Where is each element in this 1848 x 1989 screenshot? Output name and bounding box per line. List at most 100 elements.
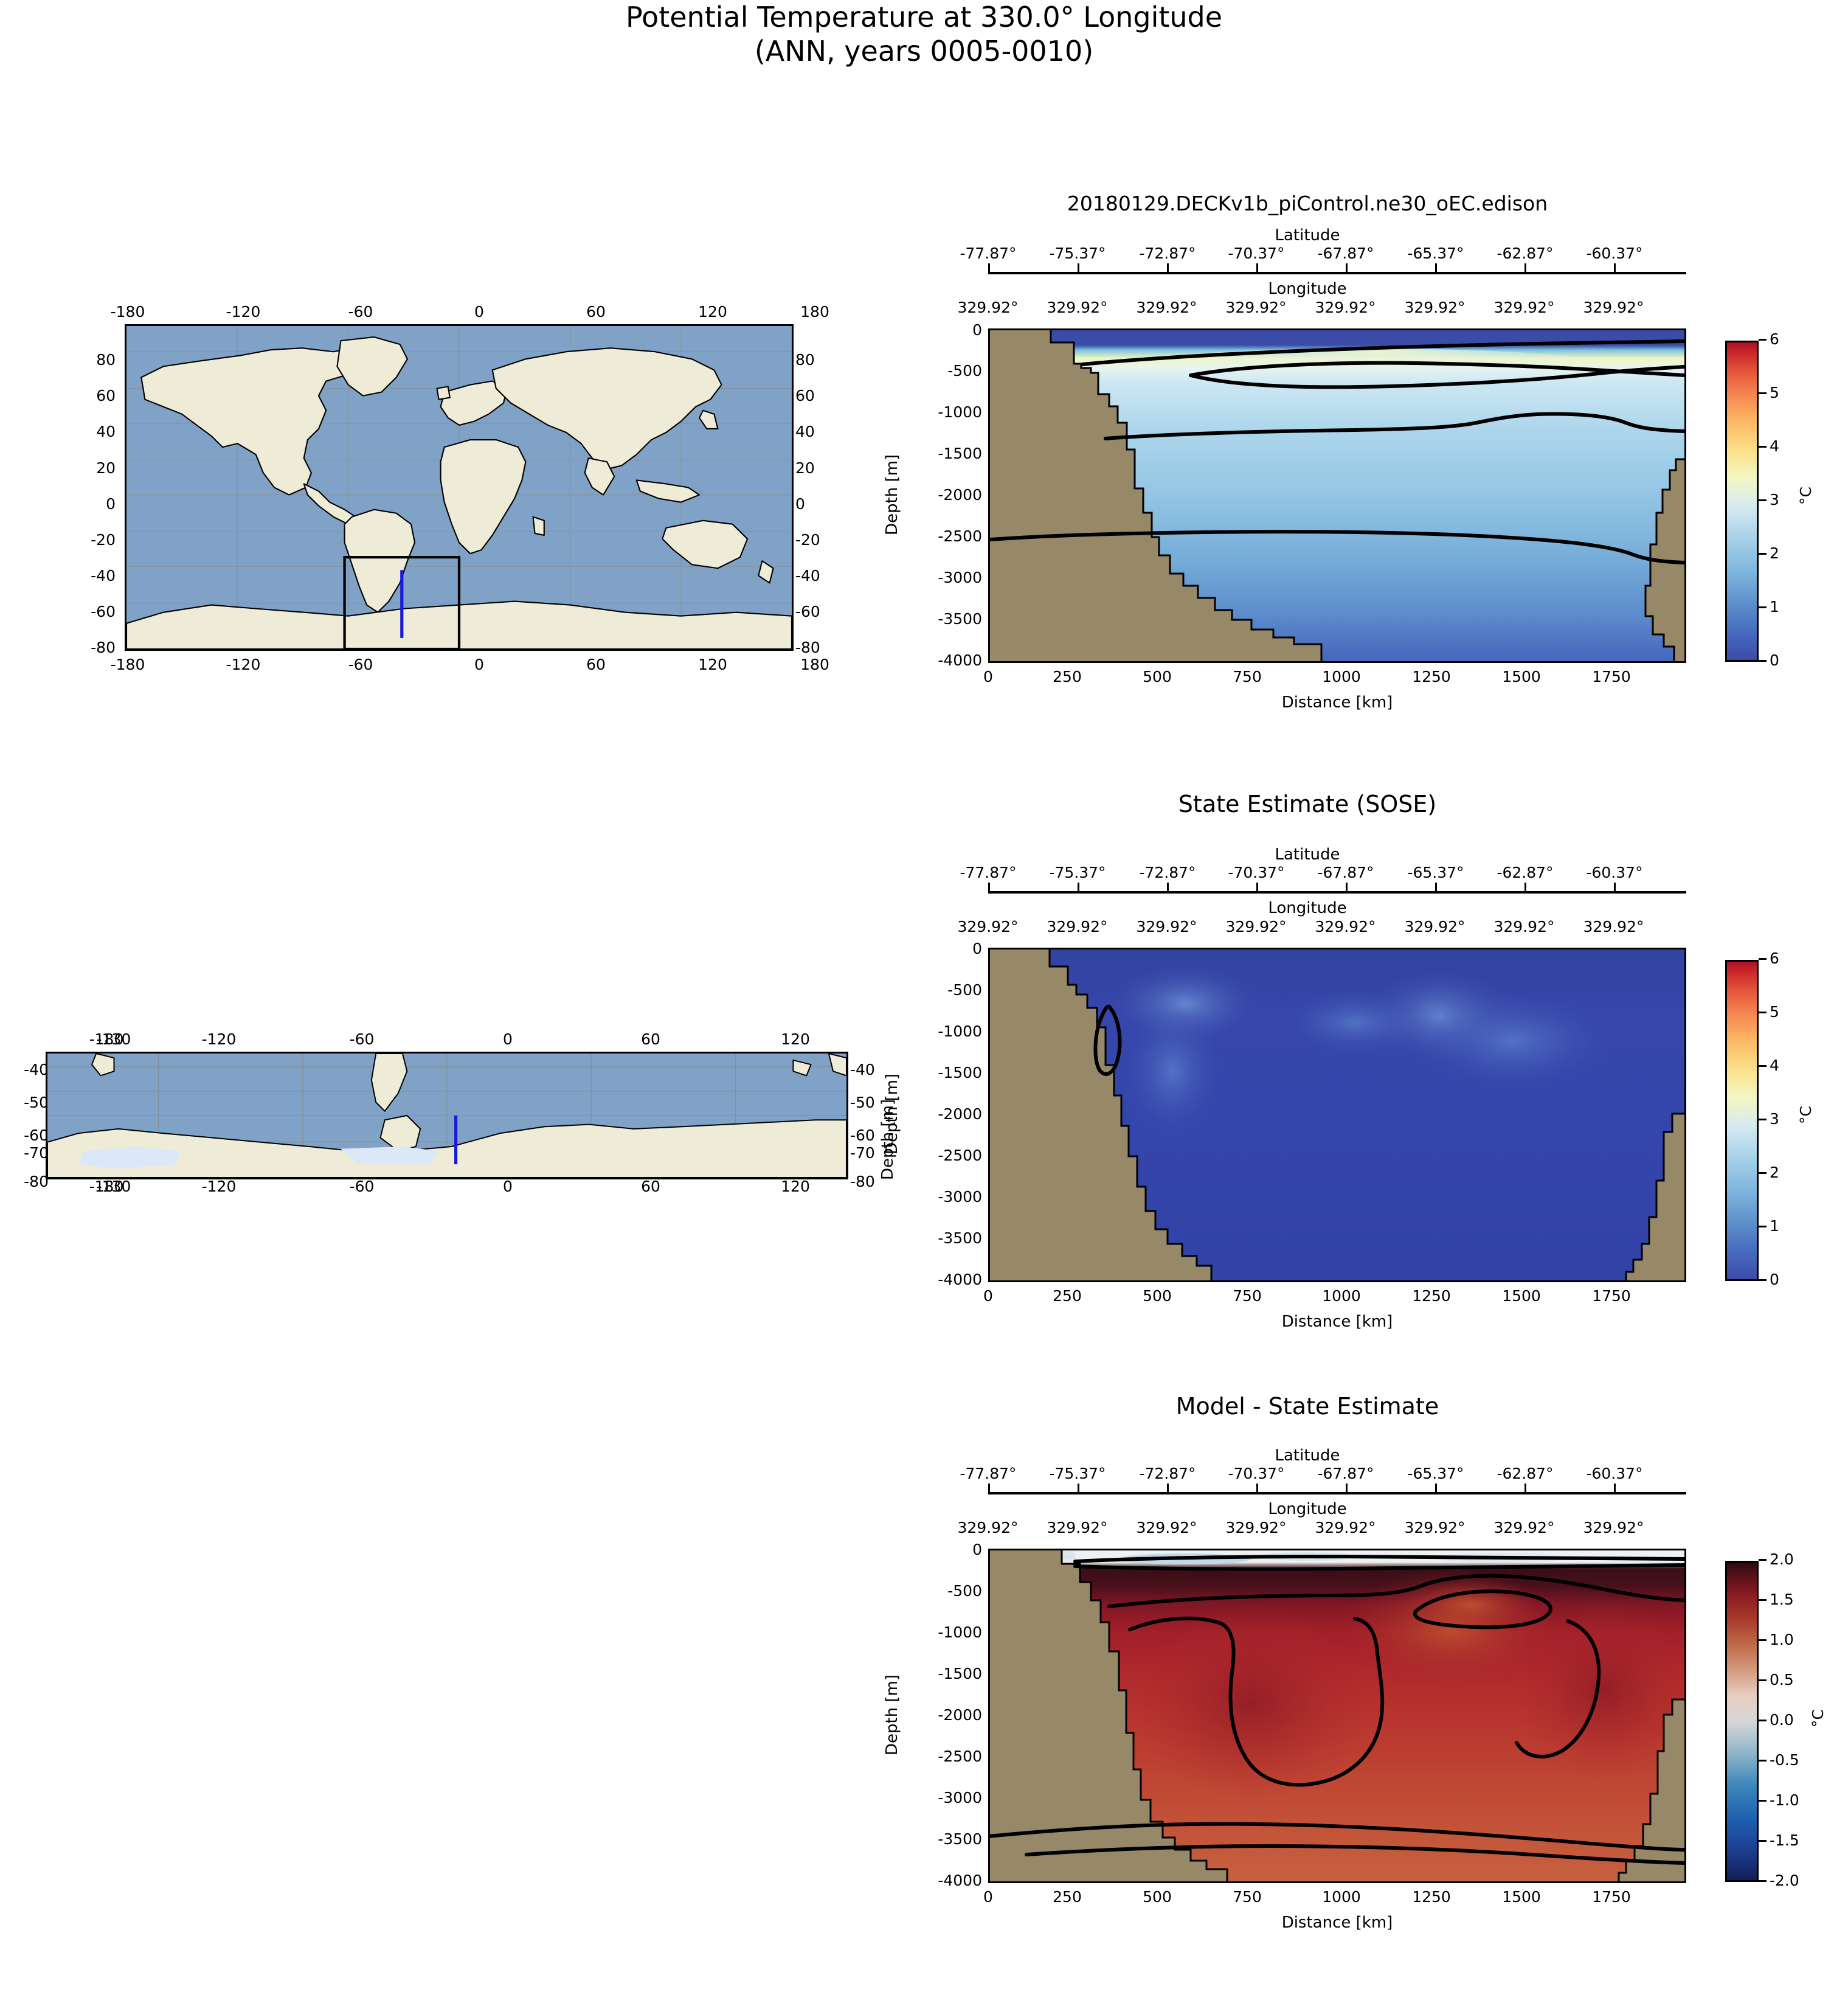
model-lon-tick-2: 329.92° bbox=[1136, 299, 1197, 316]
difference-colorbar-label-3: -0.5 bbox=[1770, 1751, 1799, 1769]
global-map-ytick-6: -40 bbox=[91, 567, 116, 585]
sose-depth-tick-3: -1500 bbox=[938, 1064, 982, 1081]
difference-colorbar-tick-7 bbox=[1759, 1599, 1767, 1601]
difference-ylabel: Depth [m] bbox=[883, 1674, 901, 1755]
model-lat-tick-0: -77.87° bbox=[960, 245, 1017, 262]
model-depth-tick-1: -500 bbox=[947, 362, 982, 380]
difference-lon-tick-0: 329.92° bbox=[957, 1519, 1019, 1536]
model-lat-tick-6: -62.87° bbox=[1497, 245, 1554, 262]
sose-lat-tickmark-5 bbox=[1435, 883, 1437, 891]
model-colorbar-tick-4 bbox=[1759, 446, 1767, 448]
sose-colorbar[interactable] bbox=[1725, 960, 1759, 1281]
model-lon-tick-7: 329.92° bbox=[1583, 299, 1644, 316]
sose-lat-tickmark-7 bbox=[1614, 883, 1616, 891]
model-section-canvas[interactable] bbox=[988, 328, 1686, 663]
sose-colorbar-tick-1 bbox=[1759, 1226, 1767, 1227]
regional-map-ytick-2: -60 bbox=[24, 1126, 49, 1144]
model-colorbar-tick-3 bbox=[1759, 499, 1767, 501]
model-dist-tick-4: 1000 bbox=[1322, 668, 1361, 686]
difference-dist-tick-2: 500 bbox=[1143, 1888, 1172, 1906]
global-map-xtick-0: -180 bbox=[110, 303, 145, 321]
sose-colorbar-label-1: 1 bbox=[1770, 1217, 1779, 1235]
sose-lat-tick-1: -75.37° bbox=[1049, 864, 1106, 881]
difference-xlabel: Distance [km] bbox=[1281, 1914, 1393, 1932]
global-map-ytick-right-8: -80 bbox=[795, 639, 820, 656]
regional-map-canvas[interactable] bbox=[46, 1052, 848, 1179]
model-colorbar-label-6: 6 bbox=[1770, 330, 1779, 348]
difference-colorbar-tick-4 bbox=[1759, 1720, 1767, 1721]
regional-map-ytick-3: -70 bbox=[24, 1144, 49, 1162]
global-map-ytick-5: -20 bbox=[91, 531, 116, 549]
difference-lon-tick-6: 329.92° bbox=[1493, 1519, 1555, 1536]
model-lat-tick-7: -60.37° bbox=[1586, 245, 1643, 262]
sose-lon-tick-4: 329.92° bbox=[1315, 918, 1376, 935]
global-map-ytick-8: -80 bbox=[91, 639, 116, 656]
model-dist-tick-6: 1500 bbox=[1502, 668, 1541, 686]
model-lat-tick-3: -70.37° bbox=[1228, 245, 1285, 262]
difference-dist-tick-3: 750 bbox=[1233, 1888, 1262, 1906]
sose-lat-tickmark-3 bbox=[1256, 883, 1258, 891]
global-map-xtick-bottom-2: -60 bbox=[348, 656, 373, 673]
regional-map-xtick-3: -60 bbox=[349, 1030, 375, 1048]
sose-section-canvas[interactable] bbox=[988, 948, 1686, 1282]
global-map-canvas[interactable] bbox=[125, 324, 794, 651]
sose-colorbar-label-4: 4 bbox=[1770, 1057, 1779, 1074]
regional-map-xtick-bottom-4: 0 bbox=[503, 1178, 513, 1195]
regional-map-xtick-bottom-5: 60 bbox=[641, 1178, 660, 1195]
global-map-ytick-3: 20 bbox=[96, 459, 116, 477]
sose-colorbar-tick-3 bbox=[1759, 1119, 1767, 1120]
sose-colorbar-label-2: 2 bbox=[1770, 1164, 1779, 1181]
model-depth-tick-0: 0 bbox=[972, 321, 982, 339]
difference-lat-tick-6: -62.87° bbox=[1497, 1465, 1554, 1482]
sose-colorbar-tick-0 bbox=[1759, 1279, 1767, 1281]
regional-map-ytick-right-0: -40 bbox=[850, 1061, 875, 1078]
model-colorbar[interactable] bbox=[1725, 341, 1759, 662]
regional-map-xtick-2: -120 bbox=[201, 1030, 237, 1048]
global-map-xtick-bottom-4: 60 bbox=[586, 656, 606, 673]
regional-map-ytick-1: -50 bbox=[24, 1094, 49, 1111]
sose-depth-tick-1: -500 bbox=[947, 981, 982, 999]
global-map-ytick-right-3: 20 bbox=[795, 459, 815, 477]
difference-depth-tick-1: -500 bbox=[947, 1582, 982, 1600]
sose-xlabel: Distance [km] bbox=[1281, 1313, 1393, 1331]
global-map-svg bbox=[126, 326, 792, 649]
difference-colorbar-label-4: 0.0 bbox=[1770, 1711, 1794, 1729]
model-lat-tickmark-0 bbox=[988, 263, 990, 272]
sose-lat-tick-7: -60.37° bbox=[1586, 864, 1643, 881]
sose-second-axis-label: Longitude bbox=[1268, 899, 1347, 917]
model-section-panel: 20180129.DECKv1b_piControl.ne30_oEC.edis… bbox=[0, 0, 1815, 712]
global-map-xtick-4: 60 bbox=[586, 303, 606, 321]
difference-colorbar-tick-6 bbox=[1759, 1639, 1767, 1641]
regional-map-ytick-4: -80 bbox=[24, 1173, 49, 1190]
difference-section-canvas[interactable] bbox=[988, 1549, 1686, 1883]
sose-depth-tick-6: -3000 bbox=[938, 1188, 982, 1206]
model-lat-tickmark-3 bbox=[1256, 263, 1258, 272]
model-lat-tickmark-2 bbox=[1167, 263, 1169, 272]
difference-lat-tick-0: -77.87° bbox=[960, 1465, 1017, 1482]
difference-depth-tick-7: -3500 bbox=[938, 1830, 982, 1848]
sose-top-axis-label: Latitude bbox=[1275, 845, 1340, 864]
sose-depth-tick-7: -3500 bbox=[938, 1229, 982, 1247]
global-map-ytick-right-0: 80 bbox=[795, 351, 815, 369]
difference-depth-tick-3: -1500 bbox=[938, 1665, 982, 1682]
sose-lat-axis-rule bbox=[988, 891, 1686, 894]
regional-map-svg bbox=[47, 1054, 846, 1178]
model-colorbar-unit: °C bbox=[1797, 487, 1815, 505]
difference-colorbar[interactable] bbox=[1725, 1561, 1759, 1882]
global-map-ytick-right-4: 0 bbox=[795, 495, 805, 513]
regional-map-xtick-bottom-2: -120 bbox=[201, 1178, 237, 1195]
model-depth-tick-2: -1000 bbox=[938, 403, 982, 421]
regional-map-xtick-bottom-6: 120 bbox=[781, 1178, 810, 1195]
model-colorbar-tick-5 bbox=[1759, 392, 1767, 394]
regional-map-xtick-bottom-0: -180 bbox=[89, 1178, 124, 1195]
difference-lon-tick-4: 329.92° bbox=[1315, 1519, 1376, 1536]
difference-lat-axis-rule bbox=[988, 1492, 1686, 1494]
regional-map-ytick-0: -40 bbox=[24, 1061, 49, 1078]
model-colorbar-tick-1 bbox=[1759, 606, 1767, 608]
regional-map-ytick-right-1: -50 bbox=[850, 1094, 875, 1111]
global-map-ytick-0: 80 bbox=[96, 351, 116, 369]
sose-dist-tick-0: 0 bbox=[983, 1287, 993, 1305]
difference-colorbar-tick-3 bbox=[1759, 1760, 1767, 1762]
regional-map-xtick-bottom-1: -130 bbox=[96, 1178, 131, 1195]
model-section-field bbox=[990, 330, 1684, 661]
